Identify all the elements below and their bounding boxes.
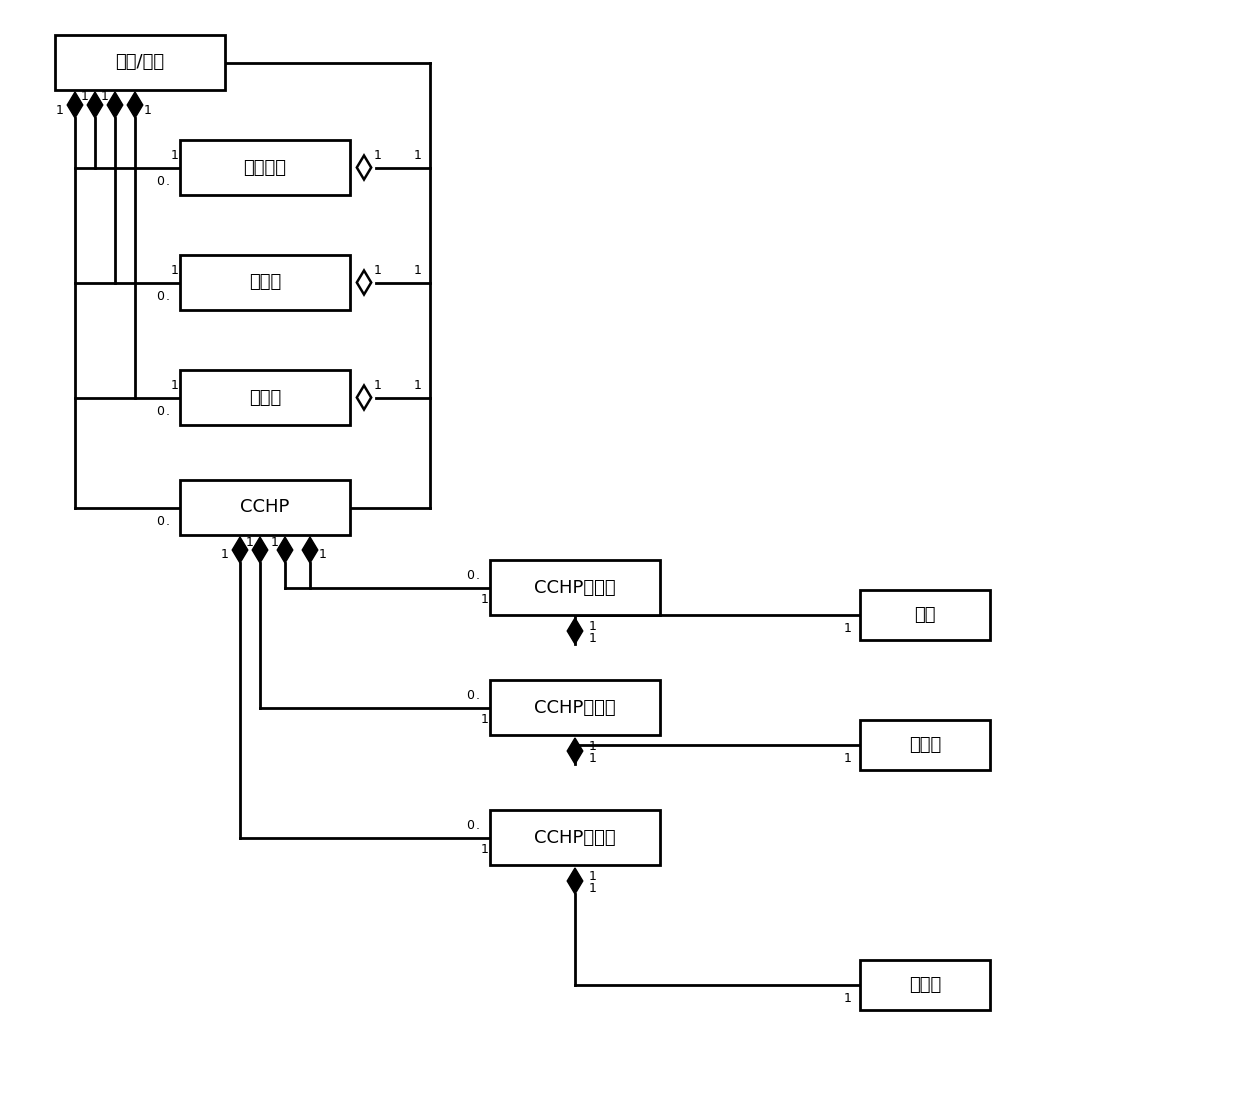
Text: 1: 1: [272, 535, 279, 549]
Text: 1: 1: [844, 992, 852, 1006]
Bar: [490, 680, 660, 735]
Text: 1: 1: [374, 149, 382, 162]
Text: .: .: [476, 819, 480, 832]
Text: 1: 1: [246, 535, 254, 549]
Text: 1: 1: [589, 869, 596, 883]
Bar: [180, 480, 350, 535]
Polygon shape: [278, 536, 293, 563]
Polygon shape: [67, 92, 83, 118]
Text: .: .: [166, 175, 170, 188]
Text: 1: 1: [414, 149, 422, 162]
Text: 0: 0: [466, 569, 474, 582]
Polygon shape: [357, 385, 371, 410]
Text: 1: 1: [481, 713, 489, 726]
Text: 1: 1: [481, 843, 489, 856]
Polygon shape: [357, 156, 371, 179]
Text: 0: 0: [156, 405, 164, 418]
Polygon shape: [567, 868, 583, 894]
Polygon shape: [87, 92, 103, 118]
Text: 1: 1: [589, 883, 596, 896]
Text: CCHP发电机: CCHP发电机: [534, 579, 616, 597]
Text: 1: 1: [102, 91, 109, 103]
Bar: [490, 560, 660, 615]
Text: 端点: 端点: [914, 606, 936, 624]
Text: 热端点: 热端点: [909, 736, 941, 754]
Polygon shape: [107, 92, 123, 118]
Text: 1: 1: [144, 103, 153, 116]
Text: 0: 0: [156, 515, 164, 528]
Text: .: .: [166, 290, 170, 304]
Text: .: .: [166, 405, 170, 418]
Polygon shape: [567, 738, 583, 764]
Text: 1: 1: [374, 379, 382, 392]
Text: CCHP制冷机: CCHP制冷机: [534, 829, 616, 847]
Text: 1: 1: [319, 549, 327, 561]
Text: 1: 1: [171, 149, 179, 162]
Text: 1: 1: [589, 619, 596, 633]
Bar: [55, 35, 224, 90]
Bar: [180, 255, 350, 310]
Bar: [180, 140, 350, 195]
Text: 1: 1: [481, 592, 489, 606]
Text: 1: 1: [221, 549, 229, 561]
Bar: [861, 960, 990, 1010]
Text: 1: 1: [414, 379, 422, 392]
Polygon shape: [128, 92, 143, 118]
Text: .: .: [166, 515, 170, 528]
Text: 1: 1: [414, 264, 422, 277]
Text: 1: 1: [844, 623, 852, 635]
Text: 1: 1: [589, 753, 596, 765]
Text: 1: 1: [844, 753, 852, 765]
Text: 1: 1: [56, 103, 64, 116]
Text: 0: 0: [156, 290, 164, 304]
Text: 厂站/园区: 厂站/园区: [115, 54, 165, 72]
Text: 冷端点: 冷端点: [909, 976, 941, 995]
Text: CCHP制热机: CCHP制热机: [534, 699, 616, 717]
Text: 0: 0: [156, 175, 164, 188]
Bar: [180, 370, 350, 424]
Text: 1: 1: [81, 91, 89, 103]
Text: 1: 1: [171, 379, 179, 392]
Polygon shape: [303, 536, 317, 563]
Polygon shape: [232, 536, 248, 563]
Bar: [861, 590, 990, 640]
Text: 1: 1: [171, 264, 179, 277]
Text: 0: 0: [466, 819, 474, 832]
Text: .: .: [476, 569, 480, 582]
Text: 1: 1: [589, 633, 596, 645]
Text: 0: 0: [466, 689, 474, 702]
Text: 热馈线: 热馈线: [249, 273, 281, 291]
Bar: [861, 720, 990, 771]
Text: 1: 1: [589, 739, 596, 753]
Bar: [490, 810, 660, 865]
Polygon shape: [567, 618, 583, 644]
Polygon shape: [357, 271, 371, 295]
Text: CCHP: CCHP: [241, 498, 290, 516]
Text: 电压等级: 电压等级: [243, 159, 286, 177]
Text: 1: 1: [374, 264, 382, 277]
Polygon shape: [252, 536, 268, 563]
Text: .: .: [476, 689, 480, 702]
Text: 冷馈线: 冷馈线: [249, 389, 281, 407]
